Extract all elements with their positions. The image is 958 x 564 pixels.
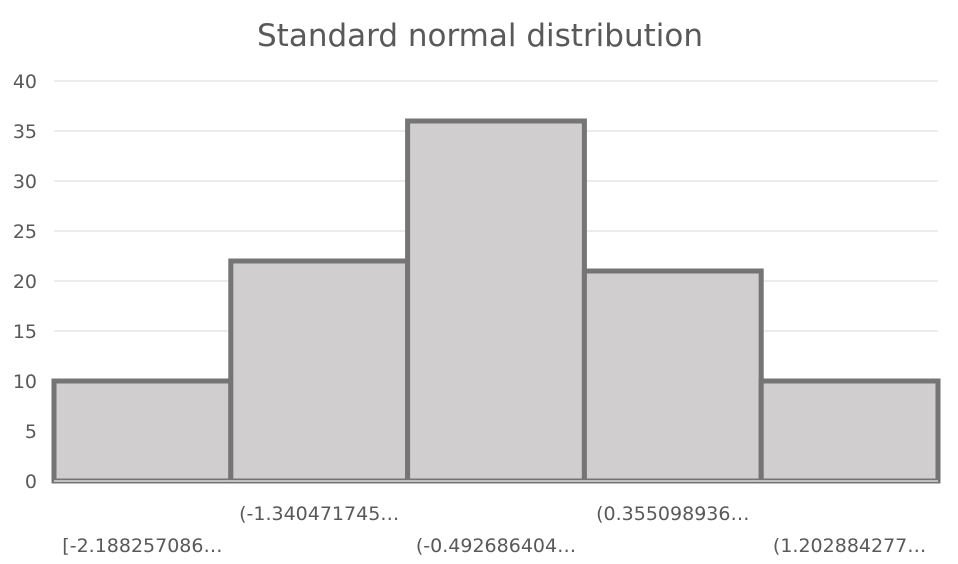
x-category-label: (-0.492686404… xyxy=(416,535,576,557)
histogram-bar xyxy=(581,268,764,484)
bars xyxy=(51,118,941,484)
y-tick-label: 30 xyxy=(13,171,37,193)
x-category-label: (0.355098936… xyxy=(596,503,749,525)
histogram-bar xyxy=(51,378,234,484)
y-tick-label: 20 xyxy=(13,271,37,293)
x-category-label: (1.202884277… xyxy=(773,535,926,557)
y-tick-label: 35 xyxy=(13,121,37,143)
y-axis-tick-labels: 0 5 10 15 20 25 30 35 40 xyxy=(13,71,37,493)
chart-title: Standard normal distribution xyxy=(257,18,703,54)
x-axis-category-labels: [-2.188257086… (-1.340471745… (-0.49268640… xyxy=(62,503,926,557)
y-tick-label: 25 xyxy=(13,221,37,243)
y-tick-label: 10 xyxy=(13,371,37,393)
x-category-label: [-2.188257086… xyxy=(62,535,222,557)
histogram-bar xyxy=(405,118,587,484)
histogram-bar xyxy=(228,258,411,484)
y-tick-label: 5 xyxy=(25,421,37,443)
y-tick-label: 15 xyxy=(13,321,37,343)
histogram-bar xyxy=(758,378,941,484)
y-tick-label: 40 xyxy=(13,71,37,93)
x-category-label: (-1.340471745… xyxy=(239,503,399,525)
y-tick-label: 0 xyxy=(25,471,37,493)
